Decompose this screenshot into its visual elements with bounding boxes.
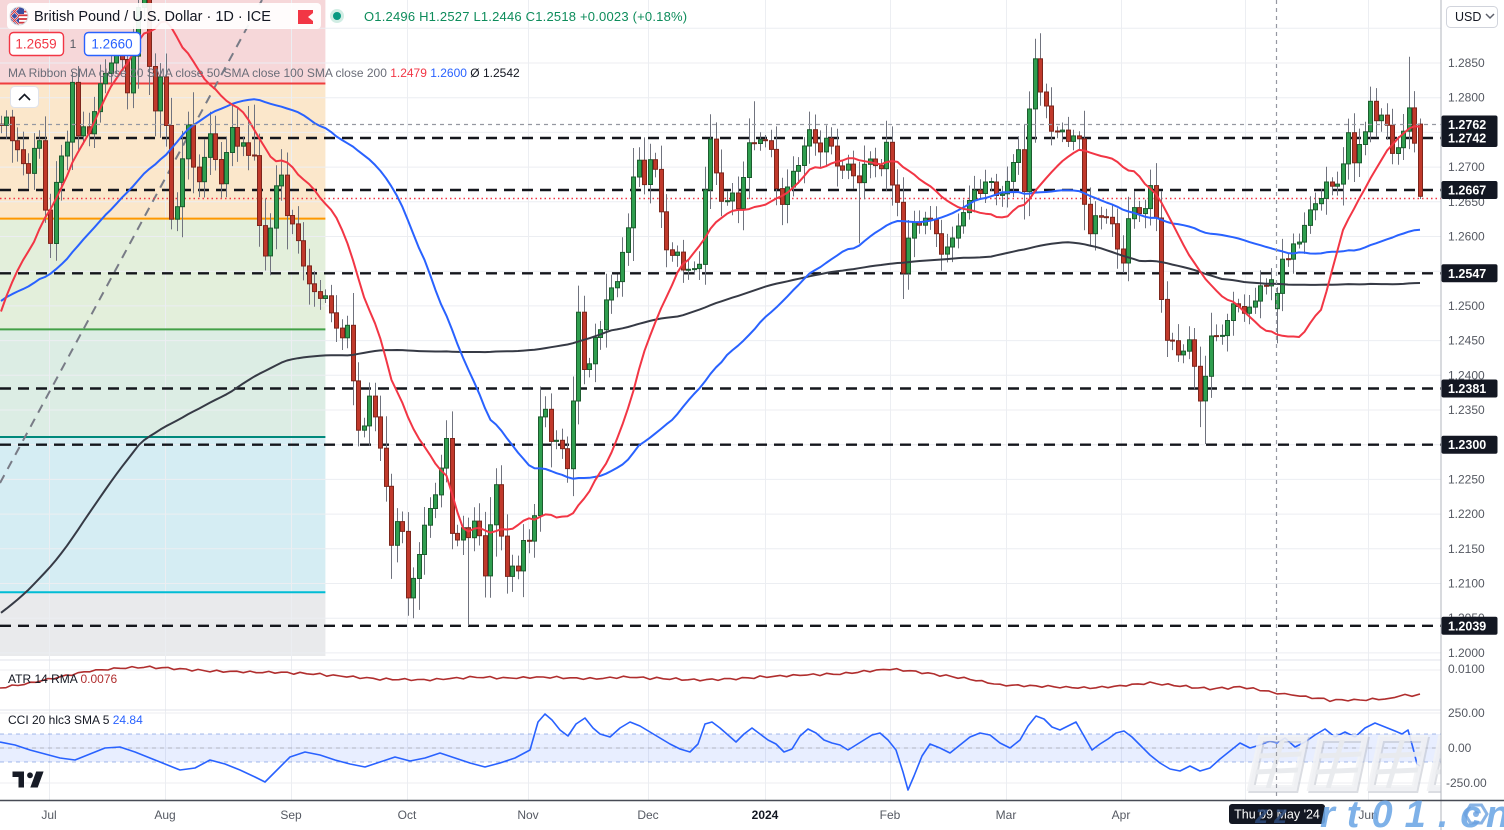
svg-text:ATR 14 RMA 0.0076: ATR 14 RMA 0.0076	[8, 672, 117, 686]
svg-text:1.2100: 1.2100	[1448, 577, 1485, 591]
svg-text:1.2381: 1.2381	[1448, 382, 1486, 396]
svg-text:1.2850: 1.2850	[1448, 56, 1485, 70]
svg-text:Jun: Jun	[1358, 808, 1377, 822]
svg-text:British Pound / U.S. Dollar ·: British Pound / U.S. Dollar · 1D · ICE	[34, 9, 271, 25]
svg-text:0.0100: 0.0100	[1448, 662, 1485, 676]
svg-text:1.2659: 1.2659	[15, 37, 56, 52]
svg-text:1.2547: 1.2547	[1448, 267, 1486, 281]
svg-text:1.2150: 1.2150	[1448, 542, 1485, 556]
svg-text:Dec: Dec	[637, 808, 658, 822]
svg-text:1.2400: 1.2400	[1448, 368, 1485, 382]
svg-text:1.2250: 1.2250	[1448, 472, 1485, 486]
svg-text:Mar: Mar	[996, 808, 1017, 822]
svg-text:MA Ribbon SMA close 20 SMA clo: MA Ribbon SMA close 20 SMA close 50 SMA …	[8, 66, 520, 80]
svg-text:rt01.c: rt01.c	[1320, 794, 1493, 830]
svg-text:Oct: Oct	[398, 808, 417, 822]
svg-text:-250.00: -250.00	[1446, 776, 1487, 790]
svg-text:1.2667: 1.2667	[1448, 184, 1486, 198]
svg-text:1.2762: 1.2762	[1448, 118, 1486, 132]
svg-text:1.2039: 1.2039	[1448, 619, 1486, 633]
svg-text:n: n	[1486, 794, 1504, 830]
svg-text:CCI 20 hlc3 SMA 5 24.84: CCI 20 hlc3 SMA 5 24.84	[8, 713, 143, 727]
svg-text:1.2000: 1.2000	[1448, 646, 1485, 660]
svg-text:zz: zz	[1254, 799, 1293, 829]
svg-text:1.2500: 1.2500	[1448, 299, 1485, 313]
svg-text:Aug: Aug	[154, 808, 175, 822]
svg-text:Thu 09 May '24: Thu 09 May '24	[1234, 808, 1320, 822]
svg-text:1: 1	[70, 37, 77, 51]
svg-text:250.00: 250.00	[1448, 706, 1485, 720]
svg-text:1.2450: 1.2450	[1448, 334, 1485, 348]
svg-text:1.2600: 1.2600	[1448, 230, 1485, 244]
svg-text:1.2800: 1.2800	[1448, 91, 1485, 105]
svg-text:0.00: 0.00	[1448, 741, 1472, 755]
svg-text:Jul: Jul	[41, 808, 56, 822]
svg-text:Apr: Apr	[1112, 808, 1131, 822]
svg-text:1.2300: 1.2300	[1448, 438, 1486, 452]
svg-text:1.2700: 1.2700	[1448, 160, 1485, 174]
svg-text:O1.2496 H1.2527 L1.2446 C1.251: O1.2496 H1.2527 L1.2446 C1.2518 +0.0023 …	[364, 9, 687, 24]
svg-text:USD: USD	[1455, 10, 1481, 24]
svg-text:Sep: Sep	[280, 808, 302, 822]
svg-text:1.2350: 1.2350	[1448, 403, 1485, 417]
svg-text:1.2660: 1.2660	[91, 37, 132, 52]
svg-text:2024: 2024	[752, 808, 779, 822]
svg-text:1.2742: 1.2742	[1448, 132, 1486, 146]
svg-text:1.2200: 1.2200	[1448, 507, 1485, 521]
svg-text:Feb: Feb	[880, 808, 901, 822]
svg-text:Nov: Nov	[517, 808, 538, 822]
